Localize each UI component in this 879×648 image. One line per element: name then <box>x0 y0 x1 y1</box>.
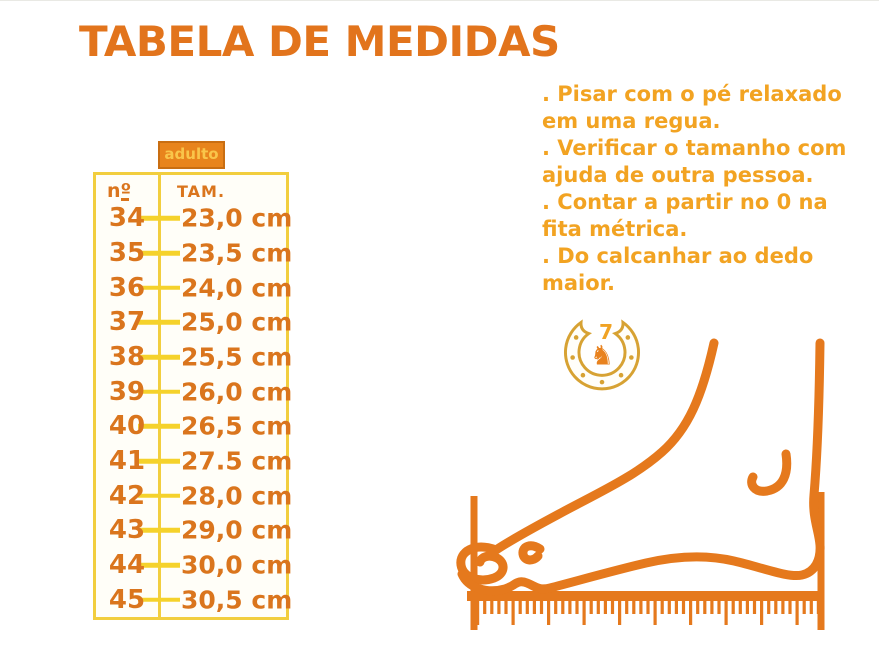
row-connector-dash <box>138 424 180 429</box>
table-row: 40 26,5 cm <box>96 409 292 444</box>
instruction-line: em uma regua. <box>542 109 721 133</box>
adult-badge: adulto <box>158 141 225 169</box>
row-connector-dash <box>138 389 180 394</box>
row-connector-dash <box>138 528 180 533</box>
table-rows: 34 23,0 cm 35 23,5 cm 36 24,0 cm 37 25,0… <box>96 201 292 617</box>
row-length-cm: 30,5 cm <box>181 585 293 615</box>
instruction-line: . Verificar o tamanho com <box>542 136 847 160</box>
row-shoe-size: 34 <box>108 203 146 234</box>
row-shoe-size: 44 <box>108 550 146 581</box>
instruction-line: . Contar a partir no 0 na <box>542 190 828 214</box>
ankle-bone-mark <box>747 449 792 496</box>
table-row: 34 23,0 cm <box>96 201 292 236</box>
measuring-instructions: . Pisar com o pé relaxado em uma regua. … <box>542 81 846 297</box>
row-shoe-size: 45 <box>108 584 146 615</box>
row-connector-dash <box>138 354 180 360</box>
row-length-cm: 29,0 cm <box>181 515 293 545</box>
row-connector-dash <box>138 597 180 602</box>
row-length-cm: 28,0 cm <box>181 481 293 511</box>
row-length-cm: 26,5 cm <box>181 411 293 441</box>
table-row: 42 28,0 cm <box>96 478 292 513</box>
table-column-divider <box>158 175 161 617</box>
horseshoe-outline <box>563 319 641 391</box>
horse-head-icon: ♞ <box>590 341 614 372</box>
table-row: 39 26,0 cm <box>96 374 292 409</box>
page-title: TABELA DE MEDIDAS <box>79 17 560 66</box>
row-shoe-size: 40 <box>108 411 146 442</box>
shin-instep-line <box>491 338 719 555</box>
ordinal-underline <box>121 198 129 201</box>
row-connector-dash <box>138 320 180 325</box>
toe-crease-mark <box>518 541 545 565</box>
row-shoe-size: 43 <box>108 515 146 546</box>
nail-hole-icon <box>573 335 579 340</box>
row-length-cm: 27.5 cm <box>181 446 293 476</box>
size-table: nº TAM. 34 23,0 cm 35 23,5 cm 36 24,0 cm… <box>93 172 292 620</box>
instruction-line: . Do calcanhar ao dedo <box>542 244 814 268</box>
row-length-cm: 30,0 cm <box>181 550 293 580</box>
logo-number: 7 <box>599 320 613 344</box>
horseshoe-logo: 7 ♞ <box>563 319 641 391</box>
table-row: 38 25,5 cm <box>96 340 292 375</box>
table-row: 37 25,0 cm <box>96 305 292 340</box>
row-connector-dash <box>138 458 180 464</box>
row-length-cm: 25,5 cm <box>181 342 293 372</box>
row-shoe-size: 39 <box>108 376 146 407</box>
row-connector-dash <box>138 493 180 498</box>
row-length-cm: 24,0 cm <box>181 273 293 303</box>
instruction-line: . Pisar com o pé relaxado <box>542 82 842 106</box>
sole-heel-calf-outline <box>457 338 825 596</box>
row-shoe-size: 35 <box>108 238 146 268</box>
nail-hole-icon <box>599 379 605 385</box>
nail-hole-icon <box>629 355 634 360</box>
nail-hole-icon <box>580 372 586 378</box>
column-header-number: nº <box>107 180 132 202</box>
ruler-bar <box>467 591 824 601</box>
foot-measurement-illustration <box>456 338 825 630</box>
row-connector-dash <box>138 285 180 290</box>
ruler-ticks <box>476 601 821 626</box>
table-row: 45 30,5 cm <box>96 582 292 617</box>
row-shoe-size: 37 <box>108 307 146 338</box>
table-header: nº TAM. <box>96 181 286 203</box>
row-connector-dash <box>138 216 180 221</box>
row-connector-dash <box>138 562 180 568</box>
table-row: 36 24,0 cm <box>96 270 292 305</box>
table-row: 35 23,5 cm <box>96 236 292 271</box>
instruction-line: ajuda de outra pessoa. <box>542 163 814 187</box>
row-shoe-size: 41 <box>108 446 146 477</box>
row-shoe-size: 38 <box>108 342 146 373</box>
row-shoe-size: 42 <box>108 480 146 511</box>
row-length-cm: 26,0 cm <box>181 377 293 407</box>
row-length-cm: 23,5 cm <box>181 238 293 268</box>
big-toe-loop <box>456 542 508 585</box>
table-row: 44 30,0 cm <box>96 548 292 583</box>
row-connector-dash <box>138 250 180 256</box>
instruction-line: maior. <box>542 271 616 295</box>
table-row: 43 29,0 cm <box>96 513 292 548</box>
nail-hole-icon <box>625 335 631 340</box>
nail-hole-icon <box>570 355 575 360</box>
instruction-line: fita métrica. <box>542 217 688 241</box>
row-length-cm: 23,0 cm <box>181 203 293 233</box>
row-length-cm: 25,0 cm <box>181 307 293 337</box>
nail-hole-icon <box>618 372 624 378</box>
table-row: 41 27.5 cm <box>96 444 292 479</box>
row-shoe-size: 36 <box>108 272 146 303</box>
column-header-size: TAM. <box>177 182 226 201</box>
